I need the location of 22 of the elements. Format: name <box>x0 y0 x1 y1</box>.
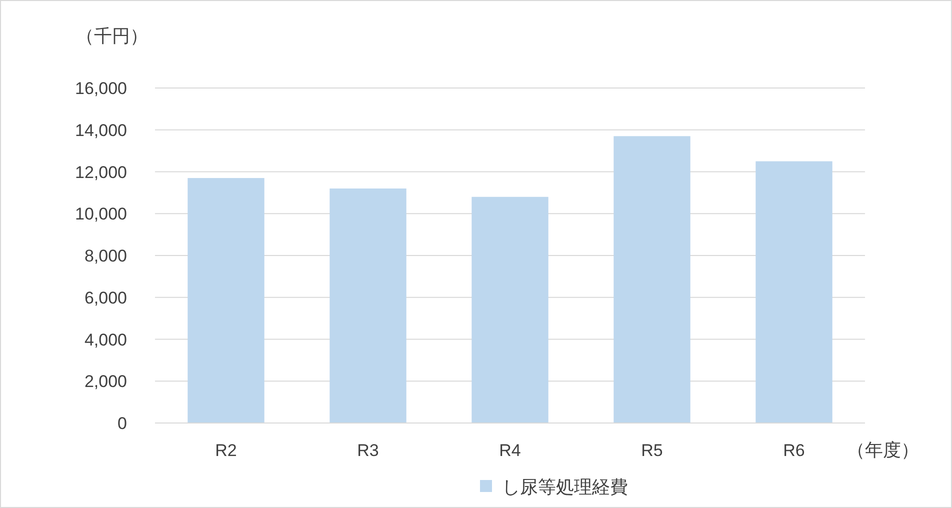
y-tick-label: 0 <box>118 414 127 433</box>
y-tick-label: 10,000 <box>75 204 127 224</box>
bar <box>188 178 264 423</box>
x-tick-label: R4 <box>499 441 521 460</box>
y-tick-label: 2,000 <box>84 372 127 392</box>
x-tick-label: R5 <box>641 441 663 460</box>
bar <box>756 161 832 423</box>
y-tick-label: 8,000 <box>84 246 127 266</box>
x-tick-label: R6 <box>783 441 805 460</box>
x-tick-label: R2 <box>215 441 237 460</box>
y-axis-title: （千円） <box>76 26 148 46</box>
y-tick-label: 16,000 <box>75 79 127 98</box>
y-tick-label: 6,000 <box>84 288 127 308</box>
y-tick-label: 4,000 <box>84 330 127 350</box>
x-axis-title: （年度） <box>847 440 919 460</box>
legend-label: し尿等処理経費 <box>502 477 628 497</box>
x-tick-label: R3 <box>357 441 379 460</box>
bar <box>472 196 548 423</box>
bar <box>614 136 690 423</box>
y-tick-label: 12,000 <box>75 162 127 182</box>
y-tick-label: 14,000 <box>75 120 127 140</box>
bar <box>330 188 406 423</box>
